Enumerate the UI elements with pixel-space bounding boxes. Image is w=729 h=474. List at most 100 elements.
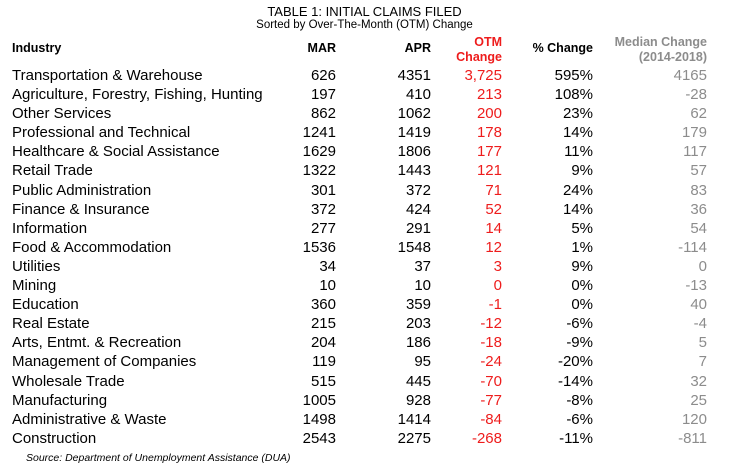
header-median-change: Median Change (2014-2018) (0, 35, 707, 65)
percent-change-cell: 14% (562, 200, 593, 218)
mar-cell: 215 (310, 315, 336, 333)
industry-cell: Manufacturing (12, 391, 108, 409)
table-row: Information 277 291 14 5% 54 (0, 219, 729, 238)
median-change-cell: 40 (690, 296, 707, 314)
mar-cell: 10 (319, 277, 336, 295)
otm-change-cell: 3,725 (464, 67, 502, 84)
percent-change-cell: 11% (564, 143, 593, 161)
percent-change-cell: 9% (571, 162, 593, 180)
mar-cell: 1322 (302, 162, 336, 180)
otm-change-cell: 213 (476, 86, 502, 104)
median-change-cell: 0 (698, 257, 707, 275)
otm-change-cell: -77 (480, 391, 502, 409)
header-apr: APR (404, 41, 431, 55)
percent-change-cell: -14% (557, 372, 593, 390)
table-row: Agriculture, Forestry, Fishing, Hunting 1… (0, 85, 729, 104)
median-change-cell: 5 (698, 334, 707, 352)
percent-change-cell: -6% (566, 315, 593, 333)
industry-cell: Food & Accommodation (12, 238, 172, 256)
percent-change-cell: 0% (571, 277, 593, 295)
median-change-cell: 54 (690, 219, 707, 237)
apr-cell: 1548 (397, 238, 431, 256)
table-subtitle: Sorted by Over-The-Month (OTM) Change (256, 19, 473, 31)
apr-cell: 359 (405, 296, 431, 314)
apr-cell: 1419 (397, 124, 431, 142)
mar-cell: 1005 (302, 391, 336, 409)
industry-cell: Retail Trade (12, 162, 93, 180)
percent-change-cell: -8% (566, 391, 593, 409)
header-median-line2: (2014-2018) (638, 50, 707, 64)
table-row: Administrative & Waste 1498 1414 -84 -6% 120 (0, 410, 729, 429)
median-change-cell: 83 (690, 181, 707, 199)
percent-change-cell: 9% (571, 257, 593, 275)
table-row: Mining 10 10 0 0% -13 (0, 276, 729, 295)
apr-cell: 186 (405, 334, 431, 352)
mar-cell: 119 (312, 353, 336, 371)
industry-cell: Management of Companies (12, 353, 197, 371)
industry-cell: Other Services (12, 105, 112, 123)
otm-change-cell: 52 (485, 200, 502, 218)
header-mar: MAR (307, 41, 336, 55)
apr-cell: 1443 (397, 162, 431, 180)
percent-change-cell: 14% (562, 124, 593, 142)
otm-change-cell: 177 (476, 143, 502, 161)
industry-cell: Wholesale Trade (12, 372, 125, 390)
median-change-cell: -28 (685, 86, 707, 104)
table-row: Transportation & Warehouse 626 4351 3,725 59… (0, 66, 729, 85)
median-change-cell: 7 (698, 353, 707, 371)
table-body: Transportation & Warehouse 626 4351 3,725 59… (0, 66, 729, 448)
table-row: Healthcare & Social Assistance 1629 1806 17… (0, 142, 729, 161)
industry-cell: Education (12, 296, 79, 314)
otm-change-cell: 200 (476, 105, 502, 123)
mar-cell: 2543 (302, 429, 336, 447)
header-otm-change: OTM Change (0, 35, 502, 65)
apr-cell: 1414 (397, 410, 431, 428)
otm-change-cell: 12 (485, 238, 502, 256)
mar-cell: 626 (310, 67, 336, 84)
percent-change-cell: 0% (571, 296, 593, 314)
mar-cell: 277 (310, 219, 336, 237)
table-row: Public Administration 301 372 71 24% 83 (0, 181, 729, 200)
mar-cell: 1536 (302, 238, 336, 256)
otm-change-cell: -12 (480, 315, 502, 333)
percent-change-cell: 5% (571, 219, 593, 237)
median-change-cell: 120 (681, 410, 707, 428)
industry-cell: Agriculture, Forestry, Fishing, Hunting (12, 86, 263, 104)
industry-cell: Transportation & Warehouse (12, 67, 203, 84)
industry-cell: Healthcare & Social Assistance (12, 143, 220, 161)
mar-cell: 372 (310, 200, 336, 218)
apr-cell: 424 (405, 200, 431, 218)
otm-change-cell: -18 (480, 334, 502, 352)
header-otm-line2: Change (456, 50, 502, 64)
table-row: Construction 2543 2275 -268 -11% -811 (0, 429, 729, 448)
table-row: Other Services 862 1062 200 23% 62 (0, 104, 729, 123)
apr-cell: 37 (414, 257, 431, 275)
apr-cell: 203 (405, 315, 431, 333)
mar-cell: 197 (310, 86, 336, 104)
otm-change-cell: -268 (471, 429, 502, 447)
percent-change-cell: 595% (554, 67, 593, 84)
median-change-cell: -114 (678, 238, 707, 256)
apr-cell: 2275 (397, 429, 431, 447)
table-row: Professional and Technical 1241 1419 178 14%… (0, 123, 729, 142)
mar-cell: 360 (310, 296, 336, 314)
industry-cell: Real Estate (12, 315, 90, 333)
mar-cell: 204 (310, 334, 336, 352)
apr-cell: 95 (414, 353, 431, 371)
percent-change-cell: -20% (557, 353, 593, 371)
mar-cell: 34 (319, 257, 336, 275)
median-change-cell: 4165 (673, 67, 707, 84)
apr-cell: 1806 (397, 143, 431, 161)
header-percent-change: % Change (532, 41, 593, 55)
industry-cell: Information (12, 219, 88, 237)
otm-change-cell: -1 (488, 296, 502, 314)
percent-change-cell: 23% (562, 105, 593, 123)
apr-cell: 928 (405, 391, 431, 409)
header-otm-line1: OTM (474, 35, 502, 49)
table-row: Finance & Insurance 372 424 52 14% 36 (0, 200, 729, 219)
apr-cell: 445 (405, 372, 431, 390)
table-row: Wholesale Trade 515 445 -70 -14% 32 (0, 372, 729, 391)
otm-change-cell: 14 (485, 219, 502, 237)
percent-change-cell: -11% (559, 429, 593, 447)
otm-change-cell: 121 (476, 162, 502, 180)
